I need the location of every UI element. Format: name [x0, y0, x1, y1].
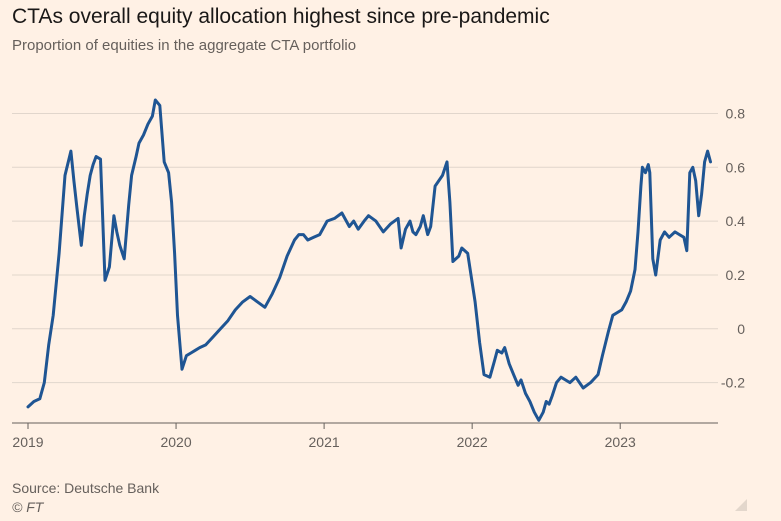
ft-credit: © FT: [12, 499, 44, 515]
chart-subtitle: Proportion of equities in the aggregate …: [12, 37, 357, 54]
x-tick-label: 2021: [309, 434, 340, 450]
x-tick-label: 2022: [457, 434, 488, 450]
series-line: [26, 98, 712, 422]
y-tick-label: -0.2: [721, 375, 745, 391]
x-tick-label: 2023: [605, 434, 636, 450]
y-tick-label: 0: [737, 321, 745, 337]
y-tick-label: 0.4: [726, 213, 746, 229]
x-tick-label: 2019: [12, 434, 43, 450]
x-tick-label: 2020: [160, 434, 191, 450]
source-note: Source: Deutsche Bank: [12, 480, 160, 496]
resize-handle-icon[interactable]: [735, 499, 747, 511]
y-tick-label: 0.2: [726, 267, 746, 283]
y-tick-label: 0.8: [726, 105, 746, 121]
chart-title: CTAs overall equity allocation highest s…: [12, 5, 550, 28]
y-tick-label: 0.6: [726, 159, 746, 175]
